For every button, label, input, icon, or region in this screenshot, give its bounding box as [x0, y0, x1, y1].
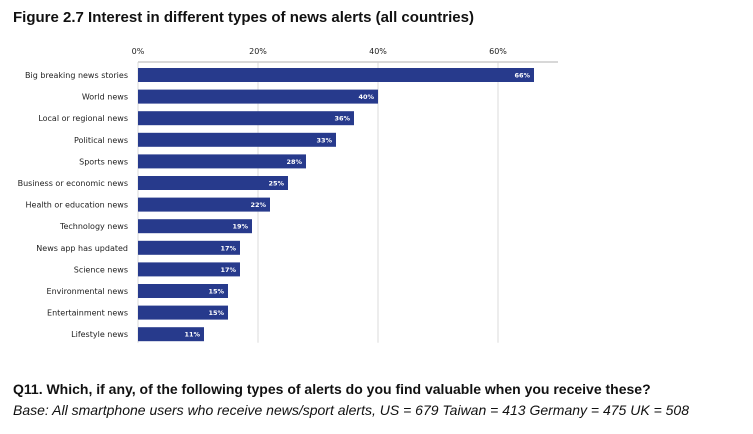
data-label: 17% — [220, 244, 236, 252]
bar — [138, 262, 240, 277]
data-label: 66% — [514, 72, 530, 80]
bar — [138, 68, 534, 82]
bar — [138, 284, 228, 298]
bar-chart: 0% 20% 40% 60% Big breaking news stories Wor… — [18, 47, 558, 343]
bar — [138, 132, 336, 147]
category-label: Local or regional news — [38, 114, 128, 123]
x-tick-label: 40% — [369, 47, 387, 56]
category-label: Entertainment news — [47, 309, 128, 318]
data-label: 28% — [286, 158, 302, 166]
category-label: World news — [82, 93, 128, 102]
bar — [138, 197, 270, 212]
bar — [138, 219, 252, 234]
category-label: Business or economic news — [18, 179, 128, 188]
data-label: 15% — [208, 309, 224, 317]
x-tick-label: 20% — [249, 47, 267, 56]
data-label: 15% — [208, 288, 224, 296]
bar — [138, 111, 354, 126]
category-label: Sports news — [79, 157, 128, 166]
category-label: News app has updated — [36, 244, 128, 253]
x-tick-label: 0% — [132, 47, 145, 56]
category-label: Big breaking news stories — [25, 71, 128, 80]
category-labels: Big breaking news stories World news Local… — [18, 71, 128, 339]
data-label: 17% — [220, 266, 236, 274]
bar — [138, 176, 288, 190]
data-label: 40% — [358, 93, 374, 101]
value-labels: 66% 40% 36% 33% 28% 25% 22% 19% 17% 17% 15% 15% 11% — [184, 72, 530, 339]
data-label: 25% — [268, 180, 284, 188]
bar — [138, 305, 228, 320]
category-label: Environmental news — [47, 287, 128, 296]
data-label: 11% — [184, 331, 200, 339]
bar — [138, 89, 378, 104]
data-label: 36% — [334, 115, 350, 123]
data-label: 19% — [232, 223, 248, 231]
category-label: Science news — [74, 265, 128, 274]
category-label: Technology news — [59, 222, 128, 231]
category-label: Lifestyle news — [71, 330, 128, 339]
category-label: Political news — [74, 136, 128, 145]
category-label: Health or education news — [26, 201, 128, 210]
bar — [138, 154, 306, 169]
x-axis-ticks: 0% 20% 40% 60% — [132, 47, 508, 56]
survey-base-note: Base: All smartphone users who receive n… — [13, 402, 689, 418]
survey-question: Q11. Which, if any, of the following typ… — [13, 381, 651, 397]
data-label: 33% — [316, 136, 332, 144]
bar — [138, 240, 240, 255]
bar — [138, 327, 204, 342]
chart-title: Figure 2.7 Interest in different types o… — [13, 9, 474, 26]
x-tick-label: 60% — [489, 47, 507, 56]
bars — [138, 68, 534, 342]
data-label: 22% — [250, 201, 266, 209]
